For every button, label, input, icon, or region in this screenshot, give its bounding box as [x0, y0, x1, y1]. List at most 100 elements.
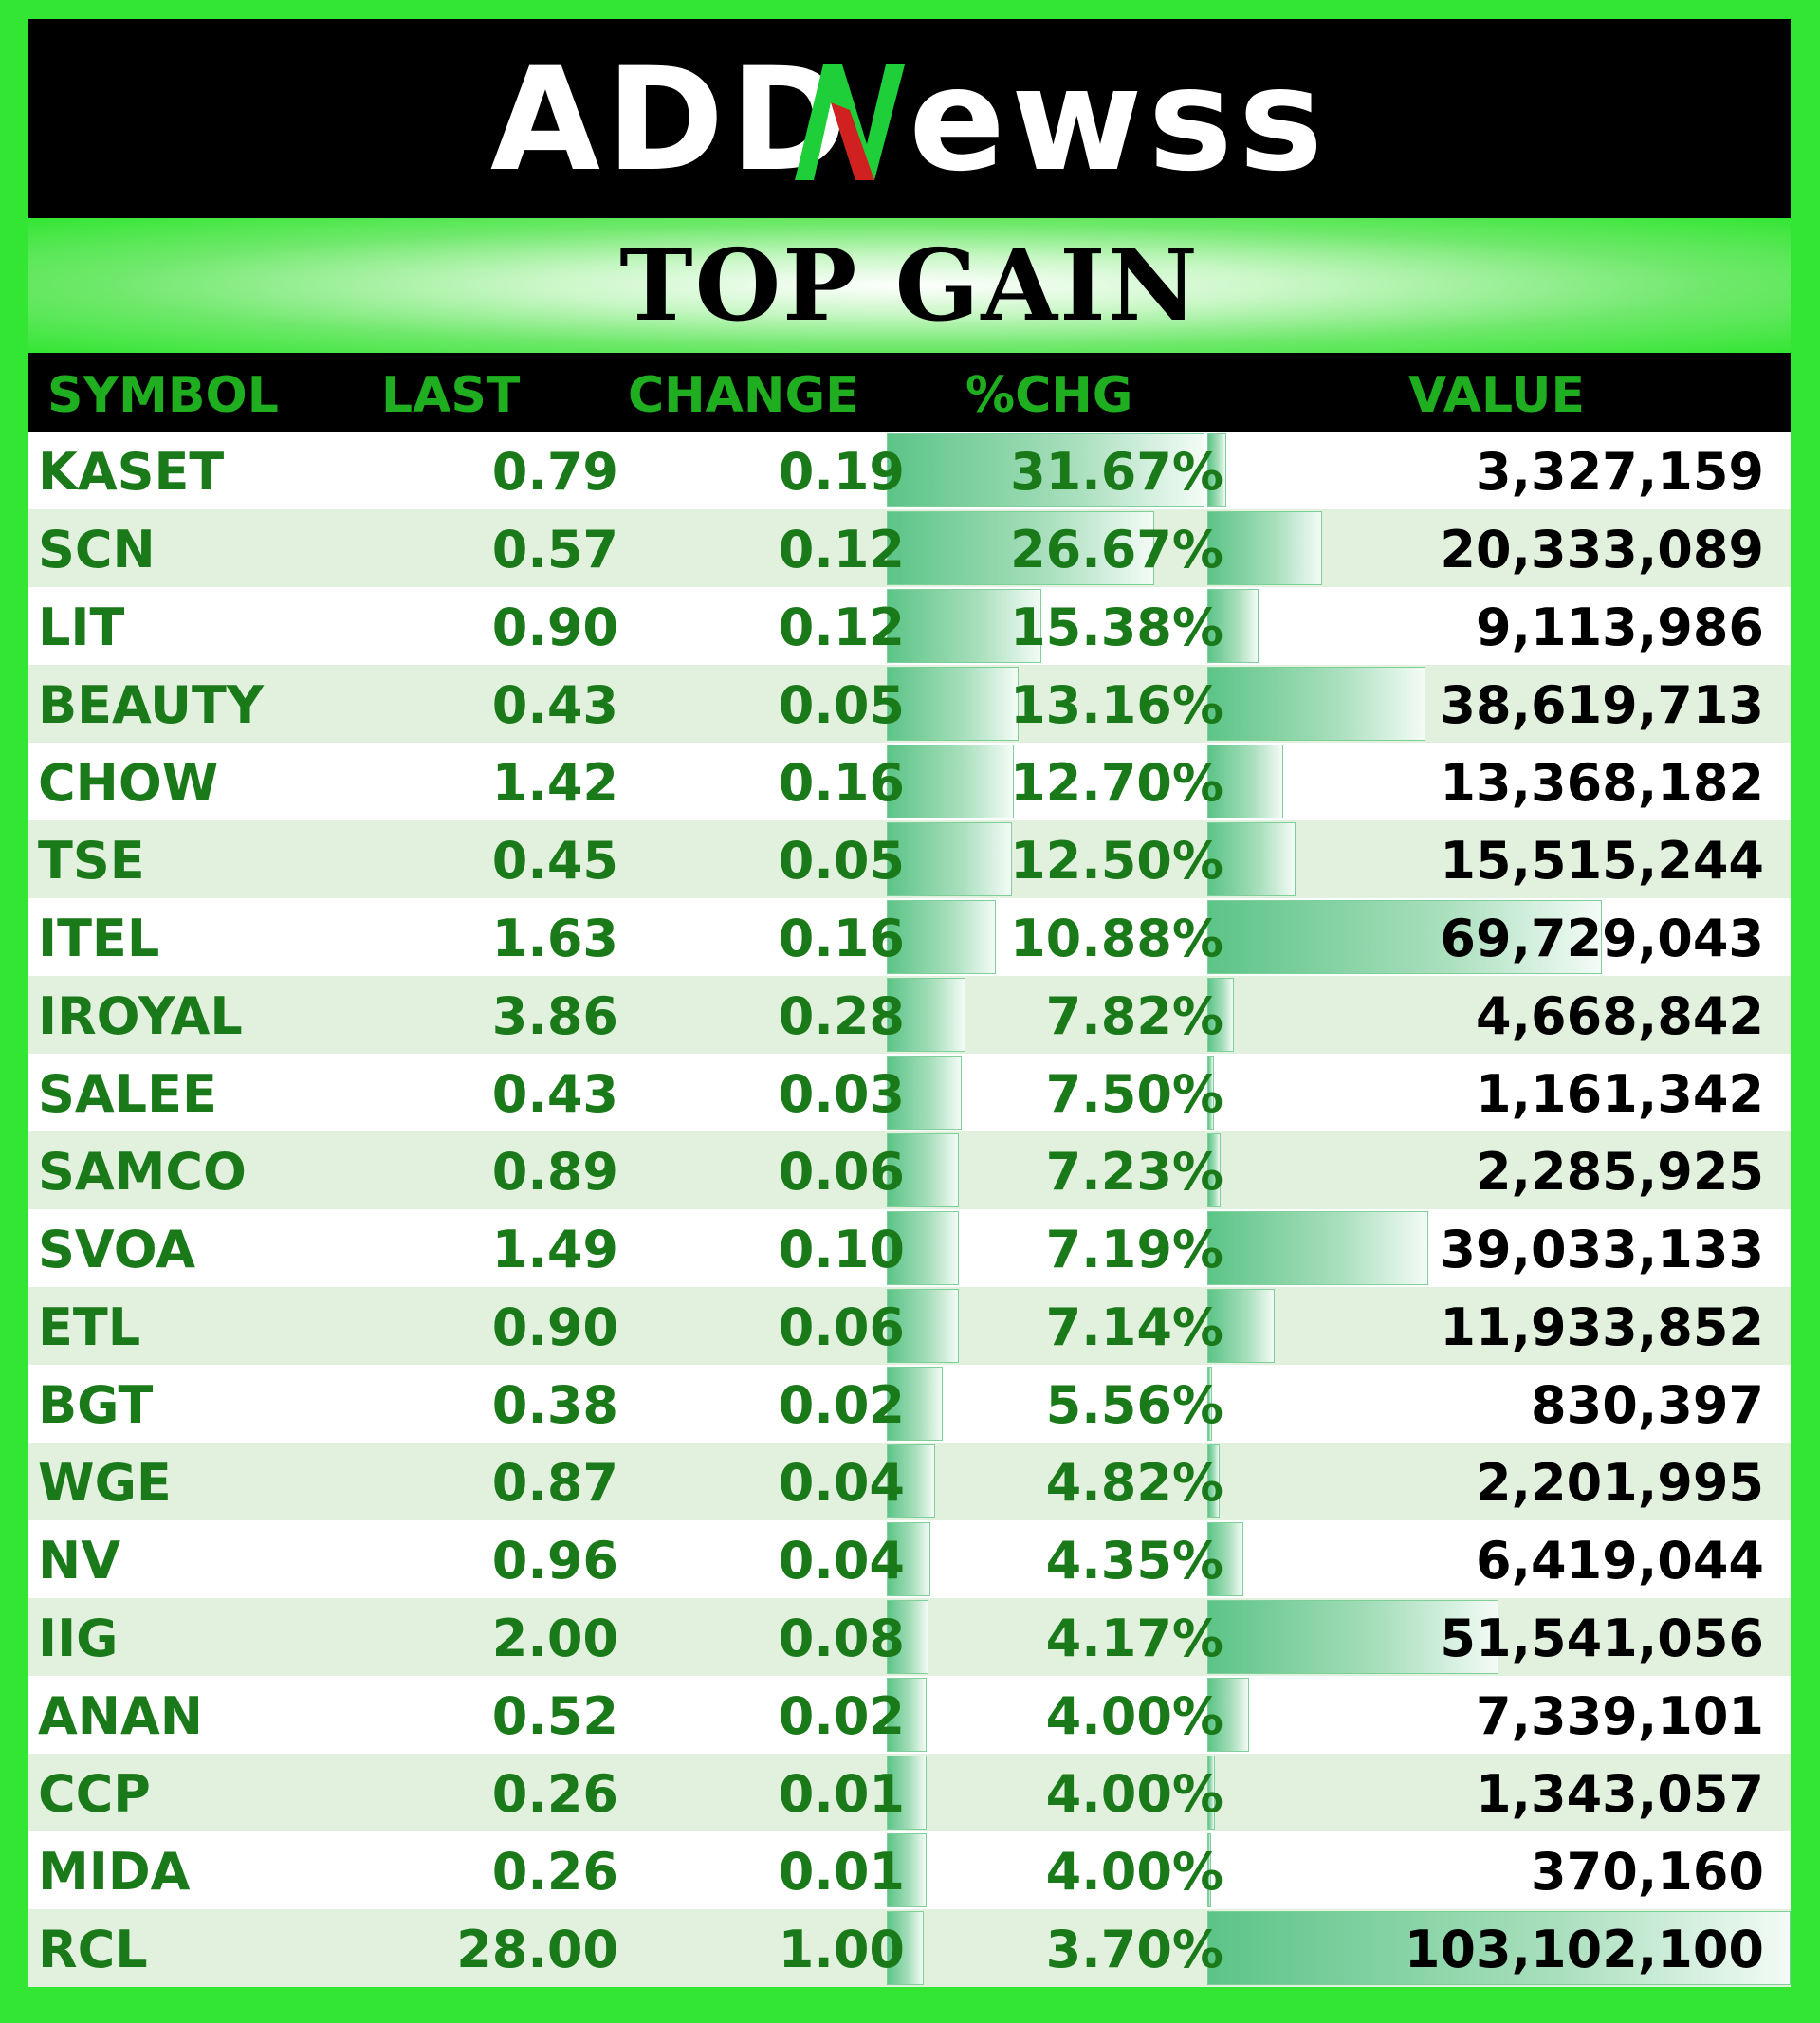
value-bar — [1207, 1133, 1221, 1207]
cell-last: 0.45 — [491, 831, 618, 891]
value-bar — [1207, 511, 1323, 585]
value-bar — [1207, 589, 1259, 663]
cell-value: 51,541,056 — [1440, 1609, 1764, 1668]
pchg-bar — [887, 1833, 928, 1907]
table-row: SVOA 1.49 0.10 7.19% 39,033,133 — [28, 1209, 1791, 1287]
cell-symbol: CCP — [38, 1764, 151, 1824]
table-row: IIG 2.00 0.08 4.17% 51,541,056 — [28, 1598, 1791, 1676]
cell-change: 0.08 — [778, 1609, 905, 1668]
table-row: RCL 28.00 1.00 3.70% 103,102,100 — [28, 1909, 1791, 1987]
cell-value: 15,515,244 — [1440, 831, 1764, 891]
cell-symbol: IIG — [38, 1609, 119, 1668]
value-bar — [1207, 1756, 1215, 1830]
pchg-bar — [887, 1756, 928, 1830]
cell-pchg: 13.16% — [1010, 675, 1223, 735]
pchg-bar — [887, 589, 1041, 663]
pchg-bar — [887, 511, 1155, 585]
value-bar — [1207, 1678, 1249, 1752]
value-bar — [1207, 1911, 1791, 1985]
cell-value: 20,333,089 — [1440, 520, 1764, 579]
cell-pchg: 5.56% — [1045, 1375, 1223, 1435]
pchg-bar — [887, 1289, 959, 1363]
cell-change: 0.05 — [778, 831, 905, 891]
cell-last: 0.57 — [491, 520, 618, 579]
cell-change: 0.02 — [778, 1686, 905, 1746]
cell-pchg: 3.70% — [1045, 1920, 1223, 1979]
cell-value: 13,368,182 — [1440, 753, 1764, 813]
addnewss-logo: ADD ewss — [490, 38, 1329, 203]
cell-pchg: 12.50% — [1010, 831, 1223, 891]
table-row: IROYAL 3.86 0.28 7.82% 4,668,842 — [28, 976, 1791, 1054]
pchg-bar — [887, 900, 997, 974]
pchg-bar — [887, 1133, 960, 1207]
cell-change: 0.19 — [778, 442, 905, 502]
title-band: TOP GAIN — [28, 218, 1791, 353]
cell-value: 370,160 — [1531, 1842, 1764, 1902]
cell-change: 0.05 — [778, 675, 905, 735]
table-row: CCP 0.26 0.01 4.00% 1,343,057 — [28, 1754, 1791, 1831]
cell-pchg: 4.00% — [1045, 1842, 1223, 1902]
pchg-bar — [887, 433, 1204, 507]
cell-value: 830,397 — [1531, 1375, 1764, 1435]
cell-pchg: 7.23% — [1045, 1142, 1223, 1202]
cell-change: 0.01 — [778, 1764, 905, 1824]
cell-value: 2,285,925 — [1475, 1142, 1764, 1202]
value-bar — [1207, 900, 1602, 974]
cell-value: 1,161,342 — [1475, 1064, 1764, 1124]
cell-last: 0.79 — [491, 442, 618, 502]
cell-change: 0.16 — [778, 909, 905, 968]
table-row: TSE 0.45 0.05 12.50% 15,515,244 — [28, 820, 1791, 898]
cell-last: 0.90 — [491, 598, 618, 657]
cell-pchg: 12.70% — [1010, 753, 1223, 813]
value-bar — [1207, 1367, 1212, 1441]
cell-pchg: 15.38% — [1010, 598, 1223, 657]
table-row: LIT 0.90 0.12 15.38% 9,113,986 — [28, 587, 1791, 665]
cell-change: 1.00 — [778, 1920, 905, 1979]
value-bar — [1207, 978, 1234, 1052]
cell-value: 2,201,995 — [1475, 1453, 1764, 1513]
col-header-value: VALUE — [1408, 367, 1585, 424]
cell-change: 0.01 — [778, 1842, 905, 1902]
cell-symbol: WGE — [38, 1453, 172, 1513]
cell-symbol: BGT — [38, 1375, 154, 1435]
table-row: BGT 0.38 0.02 5.56% 830,397 — [28, 1365, 1791, 1443]
cell-last: 0.87 — [491, 1453, 618, 1513]
cell-pchg: 26.67% — [1010, 520, 1223, 579]
cell-last: 1.42 — [491, 753, 618, 813]
cell-pchg: 7.82% — [1045, 986, 1223, 1046]
table-row: ANAN 0.52 0.02 4.00% 7,339,101 — [28, 1676, 1791, 1754]
col-header-last: LAST — [381, 367, 521, 424]
cell-change: 0.06 — [778, 1142, 905, 1202]
value-bar — [1207, 1522, 1244, 1596]
table-row: MIDA 0.26 0.01 4.00% 370,160 — [28, 1831, 1791, 1909]
table-row: ITEL 1.63 0.16 10.88% 69,729,043 — [28, 898, 1791, 976]
value-bar — [1207, 433, 1226, 507]
page-title: TOP GAIN — [619, 227, 1200, 343]
table-row: SAMCO 0.89 0.06 7.23% 2,285,925 — [28, 1131, 1791, 1209]
cell-symbol: KASET — [38, 442, 225, 502]
value-bar — [1207, 1600, 1499, 1674]
table-row: BEAUTY 0.43 0.05 13.16% 38,619,713 — [28, 665, 1791, 743]
pchg-bar — [887, 1600, 929, 1674]
pchg-bar — [887, 1522, 930, 1596]
table-row: SCN 0.57 0.12 26.67% 20,333,089 — [28, 509, 1791, 587]
table-row: CHOW 1.42 0.16 12.70% 13,368,182 — [28, 743, 1791, 820]
col-header-change: CHANGE — [628, 367, 859, 424]
logo-text: ADD ewss — [490, 38, 1329, 203]
cell-last: 1.63 — [491, 909, 618, 968]
cell-symbol: MIDA — [38, 1842, 191, 1902]
value-bar — [1207, 667, 1426, 741]
value-bar — [1207, 1289, 1276, 1363]
cell-value: 6,419,044 — [1475, 1531, 1764, 1591]
pchg-bar — [887, 822, 1013, 896]
cell-last: 0.89 — [491, 1142, 618, 1202]
value-bar — [1207, 745, 1283, 818]
cell-symbol: BEAUTY — [38, 675, 264, 735]
table-body: KASET 0.79 0.19 31.67% 3,327,159 SCN 0.57 0.12 2… — [28, 432, 1791, 1987]
cell-value: 9,113,986 — [1475, 598, 1764, 657]
cell-symbol: ANAN — [38, 1686, 203, 1746]
cell-change: 0.04 — [778, 1531, 905, 1591]
table-row: KASET 0.79 0.19 31.67% 3,327,159 — [28, 432, 1791, 509]
cell-pchg: 4.00% — [1045, 1686, 1223, 1746]
